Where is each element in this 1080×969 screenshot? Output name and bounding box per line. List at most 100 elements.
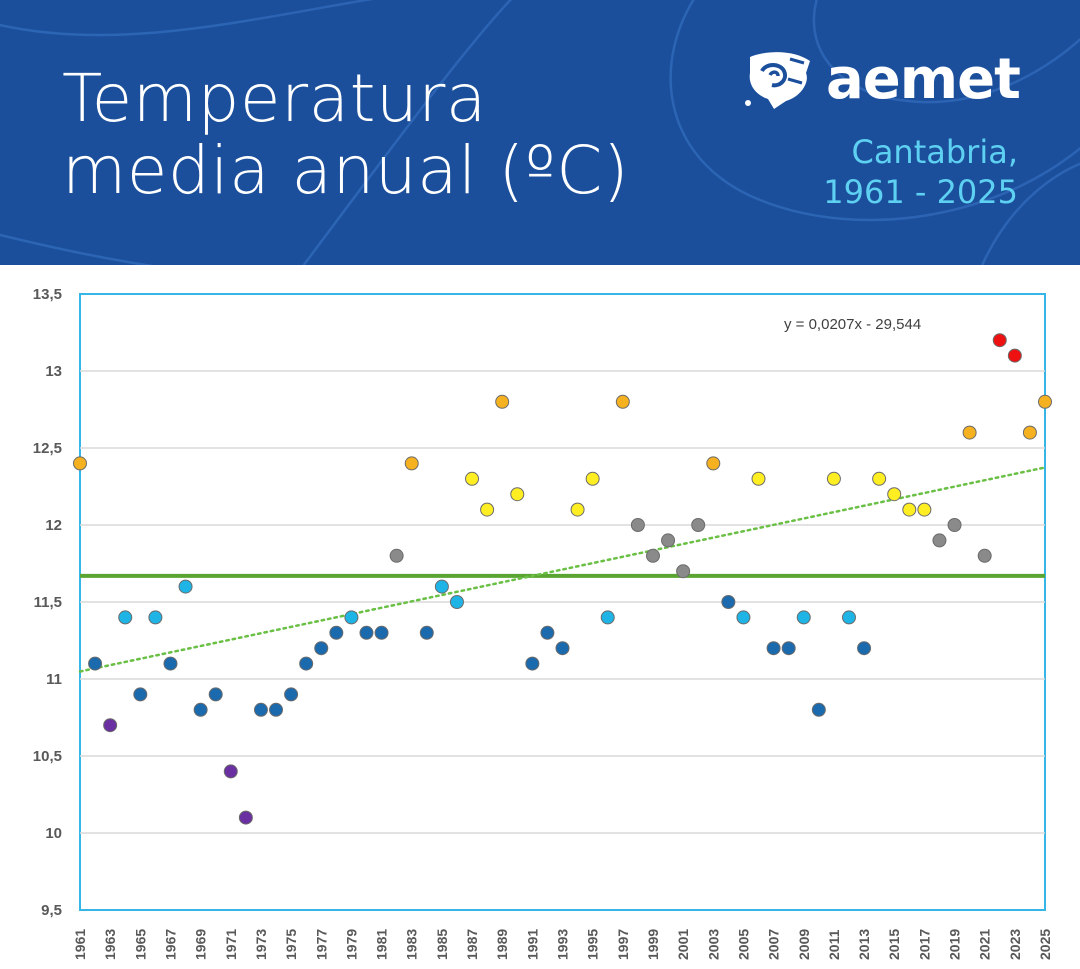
data-point-1993	[555, 641, 570, 656]
x-tick-label: 2013	[856, 929, 872, 960]
data-point-2014	[872, 471, 887, 486]
data-point-2025	[1038, 394, 1052, 409]
data-point-2022	[992, 333, 1007, 348]
x-tick-label: 1977	[313, 929, 329, 960]
data-point-1984	[419, 625, 434, 640]
x-tick-label: 1997	[615, 929, 631, 960]
data-point-2003	[706, 456, 721, 471]
data-point-1985	[434, 579, 449, 594]
data-point-1974	[269, 702, 284, 717]
data-point-2024	[1022, 425, 1037, 440]
data-point-1970	[208, 687, 223, 702]
aemet-logo: aemet	[744, 47, 1021, 112]
x-tick-label: 2015	[886, 929, 902, 960]
data-point-1968	[178, 579, 193, 594]
data-point-1971	[223, 764, 238, 779]
x-tick-label: 1991	[524, 929, 540, 960]
x-tick-label: 2023	[1007, 929, 1023, 960]
x-tick-label: 1961	[72, 929, 88, 960]
data-point-2002	[691, 518, 706, 532]
data-point-2021	[977, 548, 992, 563]
data-point-2013	[857, 641, 872, 656]
x-tick-label: 1973	[253, 929, 269, 960]
x-tick-label: 1987	[464, 929, 480, 960]
data-point-1973	[253, 702, 268, 717]
y-tick-label: 12,5	[33, 440, 62, 457]
data-point-1964	[118, 610, 133, 625]
aemet-emblem-icon	[745, 52, 810, 109]
y-tick-label: 9,5	[41, 902, 62, 919]
x-tick-label: 2009	[796, 929, 812, 960]
data-point-2019	[947, 518, 962, 532]
page-title-line-1: Temperatura	[62, 60, 487, 137]
x-tick-label: 2017	[916, 929, 932, 960]
data-point-1963	[103, 718, 118, 733]
data-point-2007	[766, 641, 781, 656]
x-tick-label: 1999	[645, 929, 661, 960]
x-tick-label: 2001	[675, 929, 691, 960]
x-tick-label: 2019	[947, 929, 963, 960]
gridlines	[80, 370, 1045, 834]
x-tick-label: 1971	[223, 929, 239, 960]
x-tick-label: 1989	[494, 929, 510, 960]
data-point-1966	[148, 610, 163, 625]
data-point-1978	[329, 625, 344, 640]
temperature-chart: 9,5 10 10,5 11 11,5 12 12,5 13 13,5 1961 1963 1965…	[33, 286, 1053, 960]
data-point-2012	[841, 610, 856, 625]
data-point-1989	[495, 394, 510, 409]
data-point-2020	[962, 425, 977, 440]
data-point-2015	[887, 487, 902, 502]
data-point-1962	[88, 656, 103, 671]
x-tick-label: 1985	[434, 929, 450, 960]
data-point-1998	[630, 518, 645, 532]
x-tick-label: 1981	[374, 929, 390, 960]
data-point-2017	[917, 502, 932, 517]
x-tick-label: 2005	[735, 929, 751, 960]
data-point-1977	[314, 641, 329, 656]
data-point-1965	[133, 687, 148, 702]
data-point-2006	[751, 471, 766, 486]
data-point-1983	[404, 456, 419, 471]
x-tick-label: 1995	[585, 929, 601, 960]
data-point-1982	[389, 548, 404, 563]
region-label: Cantabria,	[851, 133, 1018, 171]
x-tick-label: 1979	[343, 929, 359, 960]
data-points	[73, 333, 1052, 825]
x-tick-label: 2025	[1037, 929, 1053, 960]
data-point-1981	[374, 625, 389, 640]
data-point-2010	[811, 702, 826, 717]
contour-decoration	[0, 0, 1080, 265]
data-point-1997	[615, 394, 630, 409]
x-tick-label: 2003	[705, 929, 721, 960]
y-tick-label: 11	[46, 671, 62, 688]
x-axis-ticks: 1961 1963 1965 1967 1969 1971 1973 1975 1977 1979…	[72, 929, 1053, 960]
x-tick-label: 1969	[193, 929, 209, 960]
x-tick-label: 2021	[977, 929, 993, 960]
data-point-1979	[344, 610, 359, 625]
x-tick-label: 1993	[555, 929, 571, 960]
x-tick-label: 1975	[283, 929, 299, 960]
y-tick-label: 10	[45, 825, 62, 842]
data-point-2005	[736, 610, 751, 625]
x-tick-label: 2007	[766, 929, 782, 960]
data-point-2018	[932, 533, 947, 548]
data-point-1988	[480, 502, 495, 517]
data-point-1990	[510, 487, 525, 502]
data-point-1961	[73, 456, 87, 471]
x-tick-label: 1965	[132, 929, 148, 960]
x-tick-label: 1967	[162, 929, 178, 960]
data-point-2000	[661, 533, 676, 548]
x-tick-label: 1963	[102, 929, 118, 960]
data-point-1987	[465, 471, 480, 486]
y-tick-label: 11,5	[34, 594, 62, 611]
data-point-1996	[600, 610, 615, 625]
data-point-2011	[826, 471, 841, 486]
data-point-2008	[781, 641, 796, 656]
x-tick-label: 2011	[826, 929, 842, 960]
x-tick-label: 1983	[404, 929, 420, 960]
y-axis-ticks: 9,5 10 10,5 11 11,5 12 12,5 13 13,5	[33, 286, 62, 919]
header-banner: Temperatura media anual (ºC) aemet Canta…	[0, 0, 1080, 265]
data-point-1991	[525, 656, 540, 671]
aemet-logo-text: aemet	[826, 47, 1021, 112]
y-tick-label: 13	[45, 363, 62, 380]
